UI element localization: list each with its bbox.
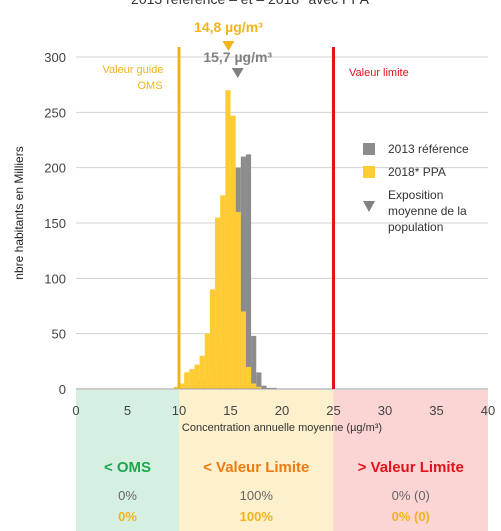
- top-banner-text: 2013 référence – et – 2018* avec PPA: [131, 0, 370, 7]
- bar-2018: [215, 217, 221, 389]
- y-tick-label: 150: [44, 216, 66, 231]
- legend-label-mean: moyenne de la: [388, 204, 467, 218]
- legend-swatch-2013: [363, 143, 375, 155]
- bar-2018: [173, 386, 179, 389]
- zone-pct-2018-2: 0% (0): [392, 509, 430, 524]
- bar-2018: [251, 383, 257, 389]
- bar-2018: [256, 386, 262, 389]
- y-tick-label: 50: [52, 327, 66, 342]
- bar-2018: [204, 333, 210, 389]
- mean-2018-label: 14,8 µg/m³: [194, 19, 263, 35]
- zone-pct-2018-0: 0%: [118, 509, 137, 524]
- oms-guide-label: OMS: [137, 80, 162, 92]
- x-tick-label: 35: [429, 403, 443, 418]
- bar-2018: [194, 364, 200, 389]
- bar-2018: [230, 115, 236, 390]
- bar-2018: [240, 311, 246, 389]
- x-tick-label: 30: [378, 403, 392, 418]
- bar-2018: [199, 355, 205, 389]
- bar-2018: [245, 366, 252, 389]
- bar-2013: [266, 387, 272, 389]
- zone-pct-2013-0: 0%: [118, 488, 137, 503]
- x-axis-title: Concentration annuelle moyenne (µg/m³): [182, 422, 382, 434]
- legend-label-mean: population: [388, 220, 443, 234]
- bar-2018: [179, 383, 185, 389]
- bar-2018: [209, 289, 216, 389]
- limit-value-label: Valeur limite: [349, 67, 409, 79]
- zone-label-1: < Valeur Limite: [203, 459, 309, 476]
- bar-2013: [271, 387, 277, 389]
- bar-2013: [256, 372, 262, 389]
- bar-2018: [235, 211, 241, 389]
- bar-2018: [184, 372, 190, 389]
- mean-2013-triangle: [231, 68, 244, 78]
- x-tick-label: 0: [72, 403, 79, 418]
- zone-pct-2013-2: 0% (0): [392, 488, 430, 503]
- x-tick-label: 10: [172, 403, 186, 418]
- y-tick-label: 200: [44, 161, 66, 176]
- legend-label-2018: 2018* PPA: [388, 165, 446, 179]
- y-tick-label: 0: [59, 382, 66, 397]
- oms-guide-label: Valeur guide: [103, 64, 164, 76]
- bar-2013: [240, 156, 246, 389]
- zone-background-1: [179, 390, 334, 531]
- zone-background-0: [76, 390, 179, 531]
- y-axis-title: nbre habitants en Milliers: [12, 146, 26, 279]
- x-tick-label: 20: [275, 403, 289, 418]
- mean-2018-triangle: [222, 41, 235, 51]
- bar-2013: [245, 154, 252, 389]
- bar-2013: [251, 335, 257, 389]
- bar-2018: [189, 369, 195, 389]
- zone-label-0: < OMS: [104, 459, 151, 476]
- zone-background-2: [333, 390, 488, 531]
- x-tick-label: 15: [223, 403, 237, 418]
- bar-2013: [261, 385, 267, 389]
- legend-label-mean: Exposition: [388, 188, 443, 202]
- legend-swatch-2018: [363, 166, 375, 178]
- x-tick-label: 40: [481, 403, 495, 418]
- zone-label-2: > Valeur Limite: [358, 459, 464, 476]
- bar-2018: [220, 195, 226, 389]
- y-tick-label: 300: [44, 50, 66, 65]
- y-tick-label: 250: [44, 105, 66, 120]
- x-tick-label: 5: [124, 403, 131, 418]
- legend-label-2013: 2013 référence: [388, 142, 469, 156]
- mean-2013-label: 15,7 µg/m³: [203, 49, 272, 65]
- y-tick-label: 100: [44, 271, 66, 286]
- bar-2018: [225, 90, 231, 389]
- legend-mean-triangle: [363, 201, 375, 212]
- zone-pct-2018-1: 100%: [240, 509, 274, 524]
- zone-pct-2013-1: 100%: [240, 488, 274, 503]
- x-tick-label: 25: [326, 403, 340, 418]
